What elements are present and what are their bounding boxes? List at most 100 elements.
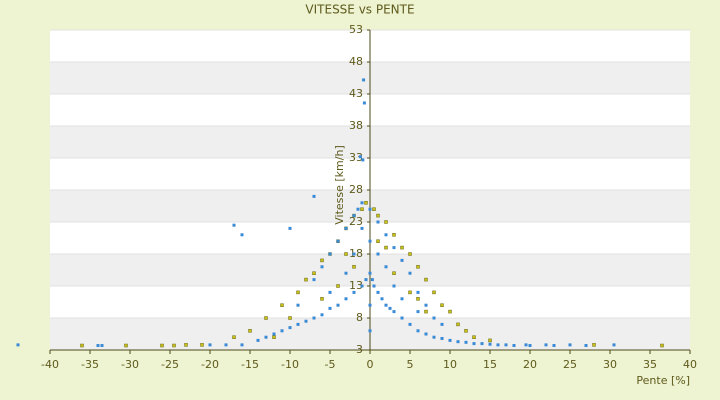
scatter-point [496, 343, 500, 347]
scatter-point [296, 322, 300, 326]
y-tick-label: 8 [356, 311, 363, 324]
scatter-point [360, 284, 364, 288]
x-tick-label: 0 [367, 358, 374, 371]
scatter-point [384, 233, 388, 237]
scatter-point [304, 277, 308, 282]
scatter-point [448, 338, 452, 342]
x-tick-label: -5 [325, 358, 336, 371]
scatter-point [296, 290, 300, 295]
scatter-point [344, 252, 348, 256]
scatter-point [336, 303, 340, 307]
scatter-point [232, 223, 236, 227]
scatter-point [288, 226, 292, 230]
scatter-point [248, 329, 252, 333]
scatter-point [368, 207, 372, 211]
scatter-point [312, 271, 316, 275]
scatter-point [384, 303, 388, 307]
scatter-point [208, 343, 212, 347]
scatter-point [370, 278, 374, 282]
y-tick-label: 43 [349, 87, 363, 100]
y-tick-label: 33 [349, 151, 363, 164]
scatter-point [352, 214, 356, 218]
scatter-point [464, 329, 468, 333]
scatter-point [272, 335, 276, 339]
x-tick-label: 5 [407, 358, 414, 371]
x-tick-label: -30 [121, 358, 139, 371]
scatter-point [424, 277, 428, 282]
scatter-point [200, 343, 204, 347]
scatter-point [328, 252, 332, 256]
scatter-point [424, 309, 428, 314]
scatter-point [272, 332, 276, 336]
chart-title: VITESSE vs PENTE [305, 3, 414, 17]
x-tick-label: 30 [603, 358, 617, 371]
scatter-point [392, 271, 396, 275]
scatter-point [320, 265, 324, 269]
scatter-point [388, 306, 392, 310]
scatter-point [320, 313, 324, 317]
scatter-point [488, 342, 492, 346]
scatter-point [328, 290, 332, 294]
scatter-point [352, 290, 356, 294]
scatter-point [376, 220, 380, 224]
scatter-point [552, 344, 556, 348]
scatter-point [456, 340, 460, 344]
scatter-point [488, 338, 492, 343]
y-tick-label: 23 [349, 215, 363, 228]
scatter-point [376, 252, 380, 256]
scatter-point [172, 343, 176, 348]
scatter-point [372, 207, 376, 211]
x-tick-label: 20 [523, 358, 537, 371]
scatter-point [504, 343, 508, 347]
scatter-point [408, 290, 412, 295]
scatter-point [416, 329, 420, 333]
scatter-point [288, 316, 292, 320]
scatter-point [240, 343, 244, 347]
scatter-point [360, 226, 364, 230]
scatter-point [400, 245, 404, 250]
x-tick-label: -25 [161, 358, 179, 371]
scatter-point [448, 309, 452, 314]
scatter-point [512, 344, 516, 348]
scatter-point [416, 310, 420, 314]
x-tick-label: 35 [643, 358, 657, 371]
scatter-point [264, 316, 268, 320]
x-tick-label: 10 [443, 358, 457, 371]
scatter-point [312, 278, 316, 282]
scatter-point [384, 245, 388, 250]
scatter-point [400, 316, 404, 320]
scatter-point [524, 343, 528, 347]
y-tick-label: 53 [349, 23, 363, 36]
scatter-point [336, 284, 340, 288]
scatter-point [432, 316, 436, 320]
scatter-point [408, 252, 412, 256]
scatter-point [96, 344, 100, 348]
scatter-point [320, 297, 324, 301]
scatter-point [256, 338, 260, 342]
scatter-point [584, 344, 588, 348]
scatter-point [360, 201, 364, 205]
scatter-point [361, 158, 365, 162]
scatter-point [232, 335, 236, 339]
scatter-point [184, 343, 188, 347]
x-tick-label: -40 [41, 358, 59, 371]
scatter-point [296, 303, 300, 307]
scatter-point [392, 233, 396, 237]
y-tick-label: 48 [349, 55, 363, 68]
y-tick-label: 13 [349, 279, 363, 292]
scatter-point [424, 303, 428, 307]
scatter-point [16, 343, 20, 347]
scatter-point [362, 78, 366, 82]
x-axis-title: Pente [%] [636, 374, 690, 387]
scatter-point [160, 343, 164, 348]
x-tick-label: 40 [683, 358, 697, 371]
scatter-point [264, 335, 268, 339]
scatter-point [124, 343, 128, 348]
scatter-point [360, 207, 364, 211]
scatter-point [472, 335, 476, 339]
scatter-point [480, 342, 484, 346]
scatter-point [392, 310, 396, 314]
scatter-point [384, 265, 388, 269]
scatter-point [464, 340, 468, 344]
